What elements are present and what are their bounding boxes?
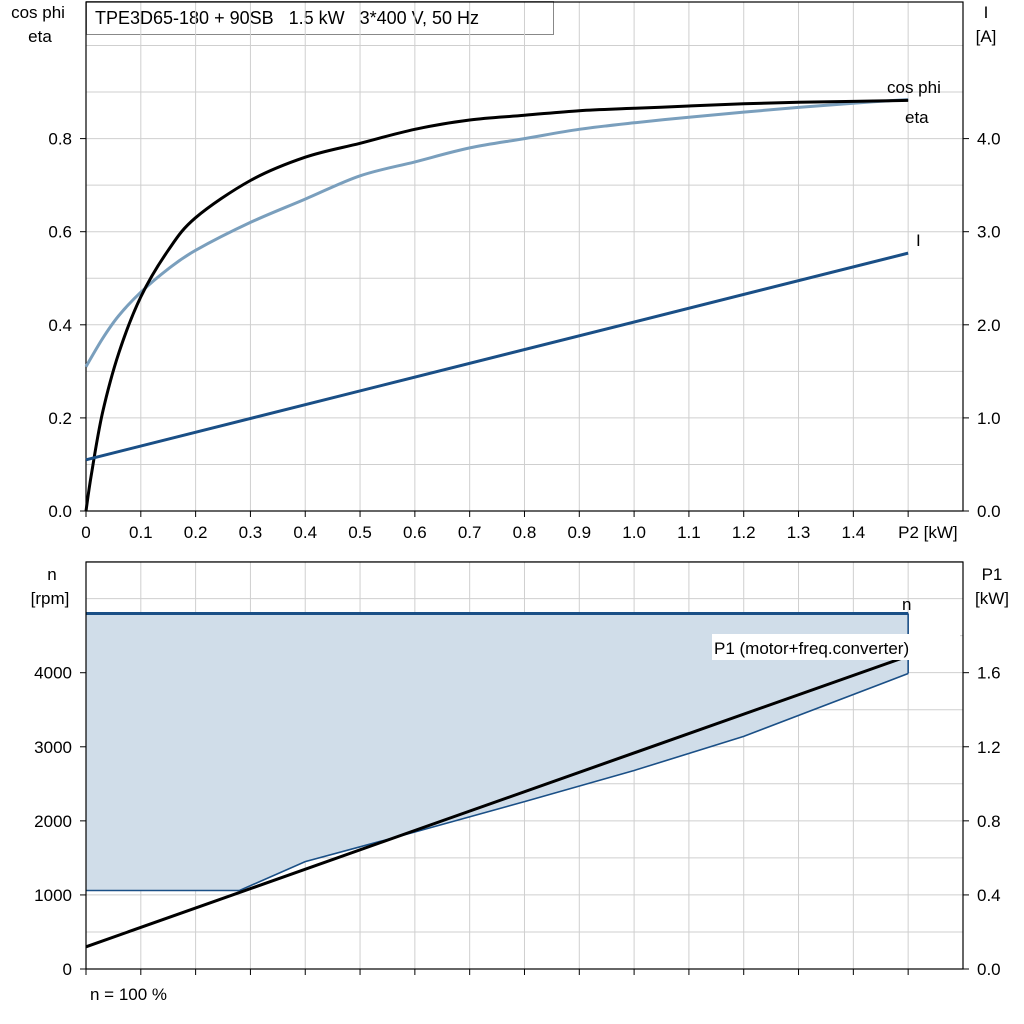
series-speed-min [86, 672, 909, 892]
x-tick-label: 0.4 [293, 523, 317, 542]
y-tick-label-left: 1000 [34, 886, 72, 905]
y-tick-label-right: 1.6 [977, 664, 1001, 683]
series-current [85, 251, 909, 462]
series-label-speed: n [902, 595, 911, 614]
y-axis-label-left: eta [28, 27, 52, 46]
y-tick-label-left: 0.4 [48, 316, 72, 335]
chart-title: TPE3D65-180 + 90SB 1.5 kW 3*400 V, 50 Hz [86, 1, 554, 35]
x-tick-label: 0 [81, 523, 90, 542]
y-axis-label-right: P1 [982, 565, 1003, 584]
series-eta [84, 98, 909, 512]
x-tick-label: 1.2 [732, 523, 756, 542]
y-tick-label-right: 2.0 [977, 316, 1001, 335]
y-tick-label-right: 0.4 [977, 886, 1001, 905]
x-tick-label: 1.3 [787, 523, 811, 542]
y-tick-label-left: 0.6 [48, 223, 72, 242]
y-axis-label-left: [rpm] [31, 589, 70, 608]
y-tick-label-left: 2000 [34, 812, 72, 831]
x-tick-label: 0.9 [567, 523, 591, 542]
y-axis-label-right: [A] [976, 27, 997, 46]
footer-note: n = 100 % [90, 985, 168, 1004]
y-axis-label-right: I [984, 3, 989, 22]
series-label-p1-bg [712, 634, 960, 660]
y-tick-label-right: 1.2 [977, 738, 1001, 757]
x-tick-label: 0.7 [458, 523, 482, 542]
series-cos-phi [84, 98, 909, 368]
x-tick-label: 0.8 [513, 523, 537, 542]
y-tick-label-right: 0.8 [977, 812, 1001, 831]
x-tick-label: 0.6 [403, 523, 427, 542]
x-tick-label: 1.0 [622, 523, 646, 542]
x-tick-label: P2 [kW] [898, 523, 958, 542]
y-tick-label-left: 3000 [34, 738, 72, 757]
y-tick-label-left: 0.8 [48, 130, 72, 149]
y-tick-label-left: 4000 [34, 664, 72, 683]
y-axis-label-left: n [47, 565, 56, 584]
series-p1 [85, 654, 909, 949]
y-tick-label-left: 0.0 [48, 502, 72, 521]
y-tick-label-right: 4.0 [977, 130, 1001, 149]
series-label-p1: P1 (motor+freq.converter) [714, 639, 909, 658]
series-label-cos-phi: cos phi [887, 78, 941, 97]
y-tick-label-left: 0 [63, 960, 72, 979]
y-tick-label-left: 0.2 [48, 409, 72, 428]
y-tick-label-right: 1.0 [977, 409, 1001, 428]
y-tick-label-right: 3.0 [977, 223, 1001, 242]
x-tick-label: 1.1 [677, 523, 701, 542]
y-axis-label-left: cos phi [11, 3, 65, 22]
x-tick-label: 0.2 [184, 523, 208, 542]
x-tick-label: 0.5 [348, 523, 372, 542]
series-label-current: I [916, 231, 921, 250]
y-axis-label-right: [kW] [975, 589, 1009, 608]
y-tick-label-right: 0.0 [977, 960, 1001, 979]
x-tick-label: 1.4 [842, 523, 866, 542]
x-tick-label: 0.3 [239, 523, 263, 542]
operating-area [86, 613, 909, 891]
y-tick-label-right: 0.0 [977, 502, 1001, 521]
series-label-eta: eta [905, 108, 929, 127]
x-tick-label: 0.1 [129, 523, 153, 542]
